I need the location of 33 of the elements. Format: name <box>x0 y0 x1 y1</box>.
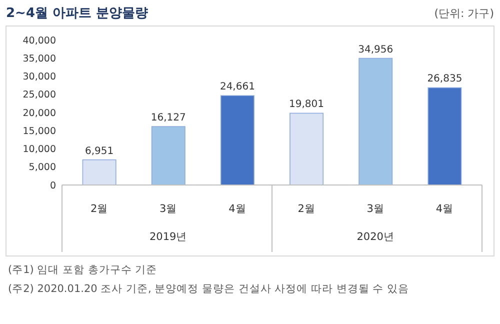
x-tick-label: 3월 <box>366 203 384 215</box>
y-tick-label: 20,000 <box>22 108 56 119</box>
x-tick-label: 2월 <box>90 203 108 215</box>
data-label: 26,835 <box>427 74 462 85</box>
bar <box>428 87 462 186</box>
bar <box>220 95 254 186</box>
y-tick-label: 15,000 <box>22 126 56 137</box>
x-tick-label: 4월 <box>436 203 454 215</box>
y-tick-label: 40,000 <box>22 35 56 46</box>
y-tick-label: 30,000 <box>22 72 56 83</box>
x-tick-label: 3월 <box>160 203 178 215</box>
y-tick-label: 35,000 <box>22 53 56 64</box>
bar <box>358 58 393 186</box>
text: (주2) 2020.01.20 조사 기준, 분양예정 물량은 건설사 사정에 따라 변경될 수 있음 <box>8 283 410 295</box>
bar <box>290 112 324 186</box>
y-tick-label: 25,000 <box>22 90 56 101</box>
data-label: 16,127 <box>150 112 186 124</box>
bar <box>151 126 186 186</box>
text: (단위: 가구) <box>434 7 494 20</box>
x-tick-label: 4월 <box>228 203 246 215</box>
bar <box>82 159 116 186</box>
y-tick-label: 5,000 <box>28 162 56 174</box>
text: 2019년 <box>150 231 188 243</box>
data-label: 6,951 <box>84 146 114 157</box>
data-label: 24,661 <box>220 82 255 93</box>
data-label: 34,956 <box>358 44 394 56</box>
x-tick-label: 2월 <box>298 203 316 215</box>
data-label: 19,801 <box>289 99 324 110</box>
y-tick-label: 0 <box>50 180 56 192</box>
text: 2020년 <box>356 231 394 243</box>
text: (주1) 임대 포함 총가구수 기준 <box>8 264 158 276</box>
y-tick-label: 10,000 <box>22 144 56 156</box>
chart-title: 2~4월 아파트 분양물량 <box>6 6 148 21</box>
